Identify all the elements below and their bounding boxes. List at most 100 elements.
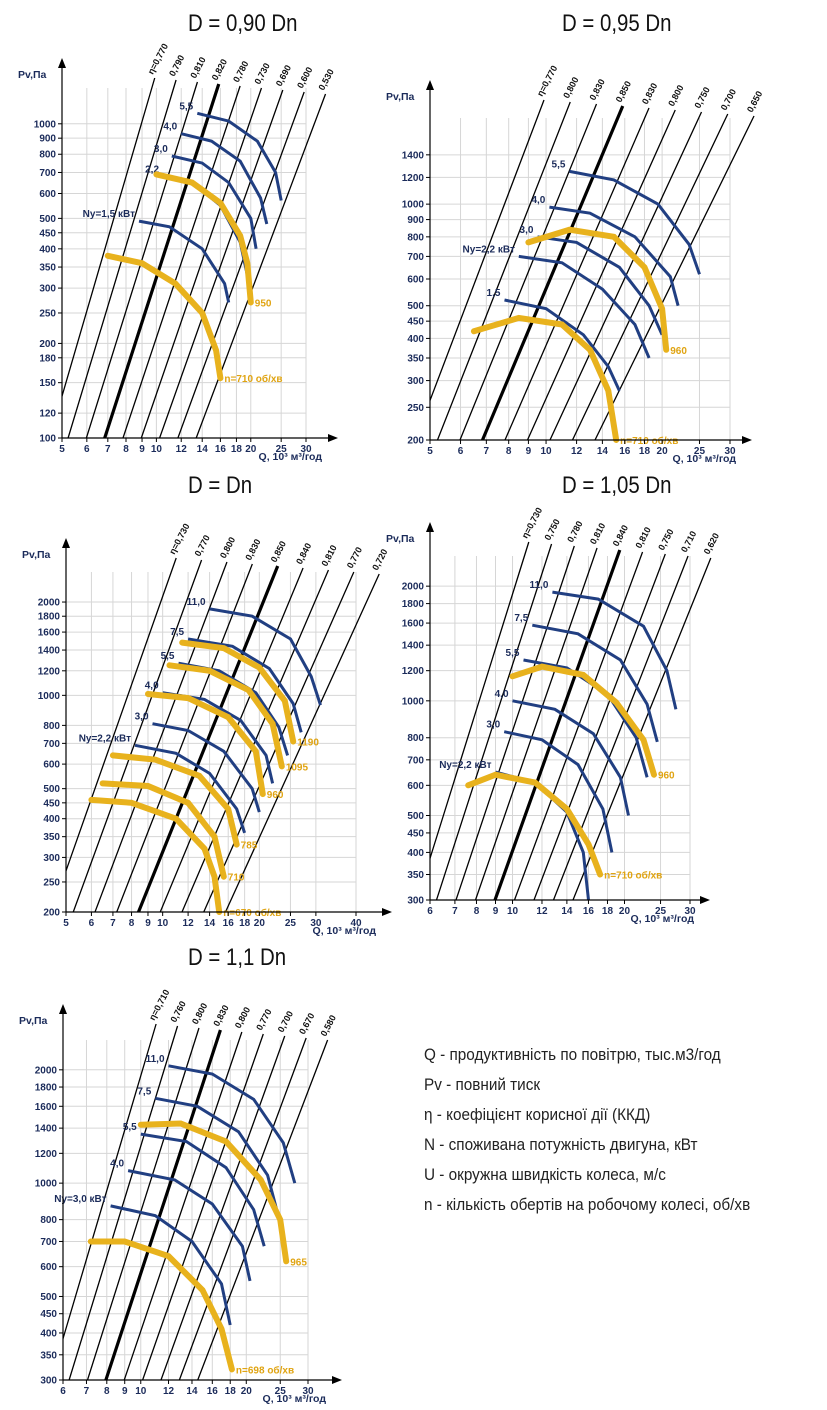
y-tick-label: 700 [407,252,424,263]
y-tick-label: 400 [39,244,56,255]
speed-curve-label: 1095 [286,762,309,773]
x-tick-label: 14 [197,444,209,455]
efficiency-label: 0,830 [640,81,659,106]
efficiency-line [572,557,712,900]
y-tick-label: 300 [39,284,56,295]
x-tick-label: 16 [207,1386,219,1397]
y-axis-title: Pv,Па [22,549,51,561]
y-tick-label: 100 [39,434,56,445]
efficiency-line [137,565,280,912]
efficiency-label: 0,700 [719,87,738,112]
efficiency-line [68,1025,179,1380]
power-curve [196,111,283,201]
efficiency-line [177,91,305,438]
y-tick-label: 500 [40,1292,57,1303]
power-curve-label: Ny=3,0 кВт [54,1194,106,1205]
y-axis-arrow [426,522,434,532]
efficiency-label: 0,770 [193,533,212,558]
x-axis-arrow [332,1376,342,1384]
x-tick-label: 5 [427,446,433,457]
efficiency-label: 0,690 [274,63,293,88]
y-tick-label: 1000 [38,691,61,702]
efficiency-line [104,1029,222,1380]
x-tick-label: 25 [655,906,667,917]
power-curve [537,235,664,336]
x-tick-label: 7 [105,444,111,455]
efficiency-line [435,543,553,900]
x-tick-label: 7 [84,1386,90,1397]
y-axis-title: Pv,Па [386,533,415,545]
x-tick-label: 20 [657,446,669,457]
legend-item-eta: η - коефіцієнт корисної дії (ККД) [424,1105,651,1124]
x-tick-label: 30 [300,444,312,455]
power-curve-label: 5,5 [161,651,175,662]
efficiency-label: 0,810 [588,521,607,546]
speed-curve-label: n=698 об/хв [236,1364,294,1376]
efficiency-line [552,555,689,900]
power-curve [168,1064,297,1184]
power-curve-label: 3,0 [135,712,149,723]
speed-curve-label: 965 [290,1257,307,1268]
y-tick-label: 500 [39,214,56,225]
speed-curve-label: n=710 об/хв [604,869,662,881]
x-tick-label: 18 [231,444,243,455]
x-axis-title: Q, 10³ м³/год [313,925,377,937]
efficiency-label: 0,750 [542,517,561,542]
efficiency-label: 0,820 [210,57,229,82]
y-tick-label: 450 [40,1309,57,1320]
power-curve-label: 4,0 [145,681,159,692]
power-curve-label: 2,2 [145,164,159,175]
efficiency-label: 0,850 [614,79,633,104]
x-tick-label: 8 [506,446,512,457]
y-tick-label: 1400 [402,641,425,652]
power-curve [152,722,261,813]
x-tick-label: 30 [724,446,736,457]
efficiency-line [430,541,530,861]
x-tick-label: 8 [123,444,129,455]
x-tick-label: 20 [254,918,266,929]
x-tick-label: 14 [561,906,573,917]
speed-curve [104,252,224,382]
power-curve-label: 5,5 [179,101,193,112]
efficiency-line [493,549,622,900]
legend-item-n-speed: n - кількість обертів на робочому колесі… [424,1195,751,1214]
x-tick-label: 20 [245,444,257,455]
x-axis-title: Q, 10³ м³/год [631,913,695,925]
y-tick-label: 1600 [38,628,61,639]
x-tick-label: 16 [619,446,631,457]
y-axis-arrow [62,538,70,548]
efficiency-line [86,1027,200,1380]
speed-curve [145,691,266,798]
x-tick-label: 25 [694,446,706,457]
efficiency-label: 0,800 [218,535,237,560]
x-tick-label: 9 [139,444,145,455]
x-tick-label: 30 [684,906,696,917]
y-axis-arrow [59,1004,67,1014]
y-tick-label: 2000 [402,582,425,593]
efficiency-line [224,573,380,912]
efficiency-line [122,85,241,438]
efficiency-label: 0,790 [167,53,186,78]
y-tick-label: 300 [407,376,424,387]
efficiency-label: 0,650 [745,89,764,114]
y-tick-label: 120 [39,409,56,420]
speed-curve [87,1238,235,1373]
y-tick-label: 350 [40,1350,57,1361]
x-tick-label: 10 [540,446,552,457]
efficiency-line [94,561,228,912]
power-curve [569,169,701,275]
x-tick-label: 30 [310,918,322,929]
x-axis-arrow [382,908,392,916]
x-tick-label: 7 [484,446,490,457]
y-tick-label: 900 [39,134,56,145]
y-tick-label: 400 [43,814,60,825]
power-curve [518,254,651,359]
y-tick-label: 450 [39,228,56,239]
efficiency-line [159,567,304,912]
efficiency-label: 0,770 [254,1007,273,1032]
efficiency-line [430,99,545,403]
y-tick-label: 600 [39,189,56,200]
